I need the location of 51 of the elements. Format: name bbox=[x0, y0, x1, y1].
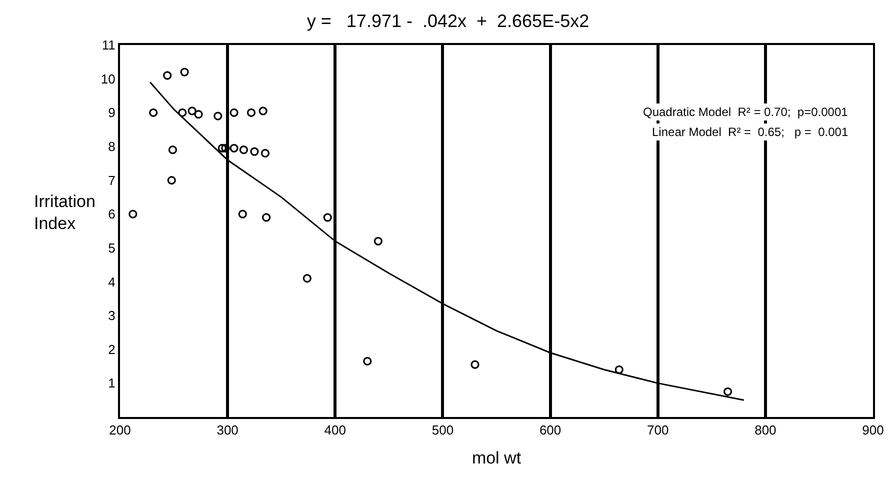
x-tick-label: 900 bbox=[862, 422, 884, 438]
point bbox=[363, 356, 372, 366]
point bbox=[168, 146, 178, 154]
y-tick-label: 7 bbox=[108, 172, 116, 188]
annotation: Quadratic Model R² = 0.70; p=0.0001 bbox=[643, 105, 848, 119]
x-tick-label: 800 bbox=[754, 422, 776, 438]
x-tick-label: 700 bbox=[647, 422, 669, 438]
point bbox=[723, 387, 732, 396]
point bbox=[262, 213, 271, 222]
point bbox=[470, 360, 480, 369]
y-tick-label: 11 bbox=[102, 38, 116, 53]
chart-title: y = 17.971 - .042x + 2.665E-5x2 bbox=[306, 10, 590, 31]
y-tick-label: 8 bbox=[108, 139, 116, 154]
point bbox=[230, 108, 238, 117]
point bbox=[128, 210, 138, 218]
point bbox=[614, 365, 624, 374]
annotation: Linear Model R² = 0.65; p = 0.001 bbox=[652, 125, 848, 139]
y-tick-label: 10 bbox=[100, 71, 116, 86]
point bbox=[250, 147, 259, 156]
point bbox=[163, 71, 172, 80]
y-tick-label: 1 bbox=[108, 376, 116, 391]
point bbox=[246, 108, 256, 117]
point bbox=[167, 176, 176, 185]
x-tick-label: 600 bbox=[539, 422, 562, 438]
point bbox=[230, 144, 238, 152]
y-tick-label: 4 bbox=[108, 274, 116, 290]
point bbox=[239, 146, 248, 154]
y-tick-label: 6 bbox=[108, 206, 116, 222]
point bbox=[238, 210, 247, 218]
point bbox=[302, 274, 312, 283]
x-tick-label: 200 bbox=[109, 422, 131, 438]
x-tick-label: 400 bbox=[324, 422, 346, 438]
point bbox=[188, 106, 196, 116]
x-tick-label: 500 bbox=[432, 422, 454, 438]
y-tick-label: 5 bbox=[108, 240, 116, 256]
point bbox=[258, 106, 268, 116]
point bbox=[218, 144, 226, 152]
point bbox=[374, 236, 382, 246]
x-axis-title: mol wt bbox=[472, 448, 522, 468]
point bbox=[323, 213, 332, 222]
point bbox=[260, 148, 270, 158]
point bbox=[214, 112, 222, 120]
point bbox=[180, 68, 189, 76]
y-tick-label: 9 bbox=[108, 105, 116, 120]
point bbox=[178, 108, 187, 117]
y-tick-label: 3 bbox=[108, 308, 116, 324]
y-axis-title: Irritation Index bbox=[34, 192, 96, 234]
y-tick-label: 2 bbox=[108, 342, 116, 357]
point bbox=[149, 108, 158, 117]
point bbox=[194, 110, 203, 119]
x-tick-label: 300 bbox=[216, 422, 238, 438]
